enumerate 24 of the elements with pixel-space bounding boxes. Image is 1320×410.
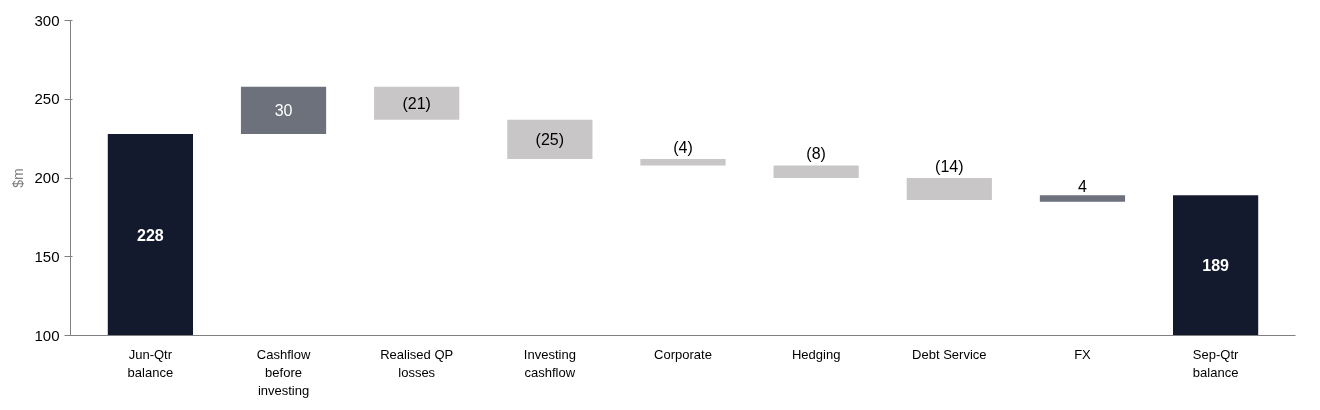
x-tick-label: Debt Service <box>912 346 987 362</box>
x-tick-label: Hedging <box>791 346 841 362</box>
x-tick-label: FX <box>1074 346 1092 362</box>
data-label: (4) <box>673 138 693 156</box>
data-label: 228 <box>137 226 164 244</box>
y-tick-label: 150 <box>34 247 60 265</box>
y-tick-label: 200 <box>34 169 60 186</box>
data-label: 4 <box>1078 178 1088 196</box>
data-label: 189 <box>1202 257 1230 275</box>
y-tick-label: 300 <box>34 11 60 29</box>
x-tick-label: Investing cashflow <box>523 346 576 380</box>
data-label: (25) <box>535 130 565 148</box>
data-label: (21) <box>402 94 431 112</box>
data-label: (8) <box>806 145 826 163</box>
x-tick-label: Corporate <box>654 346 712 362</box>
y-tick-label: 100 <box>34 326 60 344</box>
y-tick-label: 250 <box>34 90 60 108</box>
x-tick-label: Realised QP losses <box>380 346 454 380</box>
x-tick-label: Jun-Qtr balance <box>127 346 174 380</box>
y-axis-title: $m <box>10 168 27 188</box>
data-label: (14) <box>935 157 964 175</box>
data-label: 30 <box>274 102 293 120</box>
x-tick-label: Sep-Qtr balance <box>1192 346 1240 380</box>
x-tick-label: Cashflow before investing <box>256 346 311 398</box>
